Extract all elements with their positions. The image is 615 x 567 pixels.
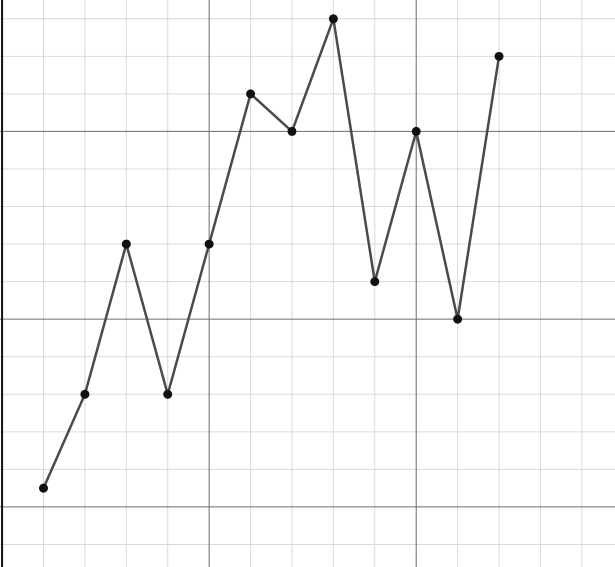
data-point [411, 126, 421, 136]
data-point [494, 51, 504, 61]
series-line [42, 17, 501, 490]
data-point [328, 14, 338, 24]
data-point [38, 483, 48, 493]
series-layer [38, 14, 504, 493]
data-point [80, 389, 90, 399]
data-point [121, 239, 131, 249]
data-point [453, 314, 463, 324]
data-point [204, 239, 214, 249]
data-point [287, 126, 297, 136]
data-point [246, 89, 256, 99]
data-point [370, 277, 380, 287]
data-point [163, 389, 173, 399]
